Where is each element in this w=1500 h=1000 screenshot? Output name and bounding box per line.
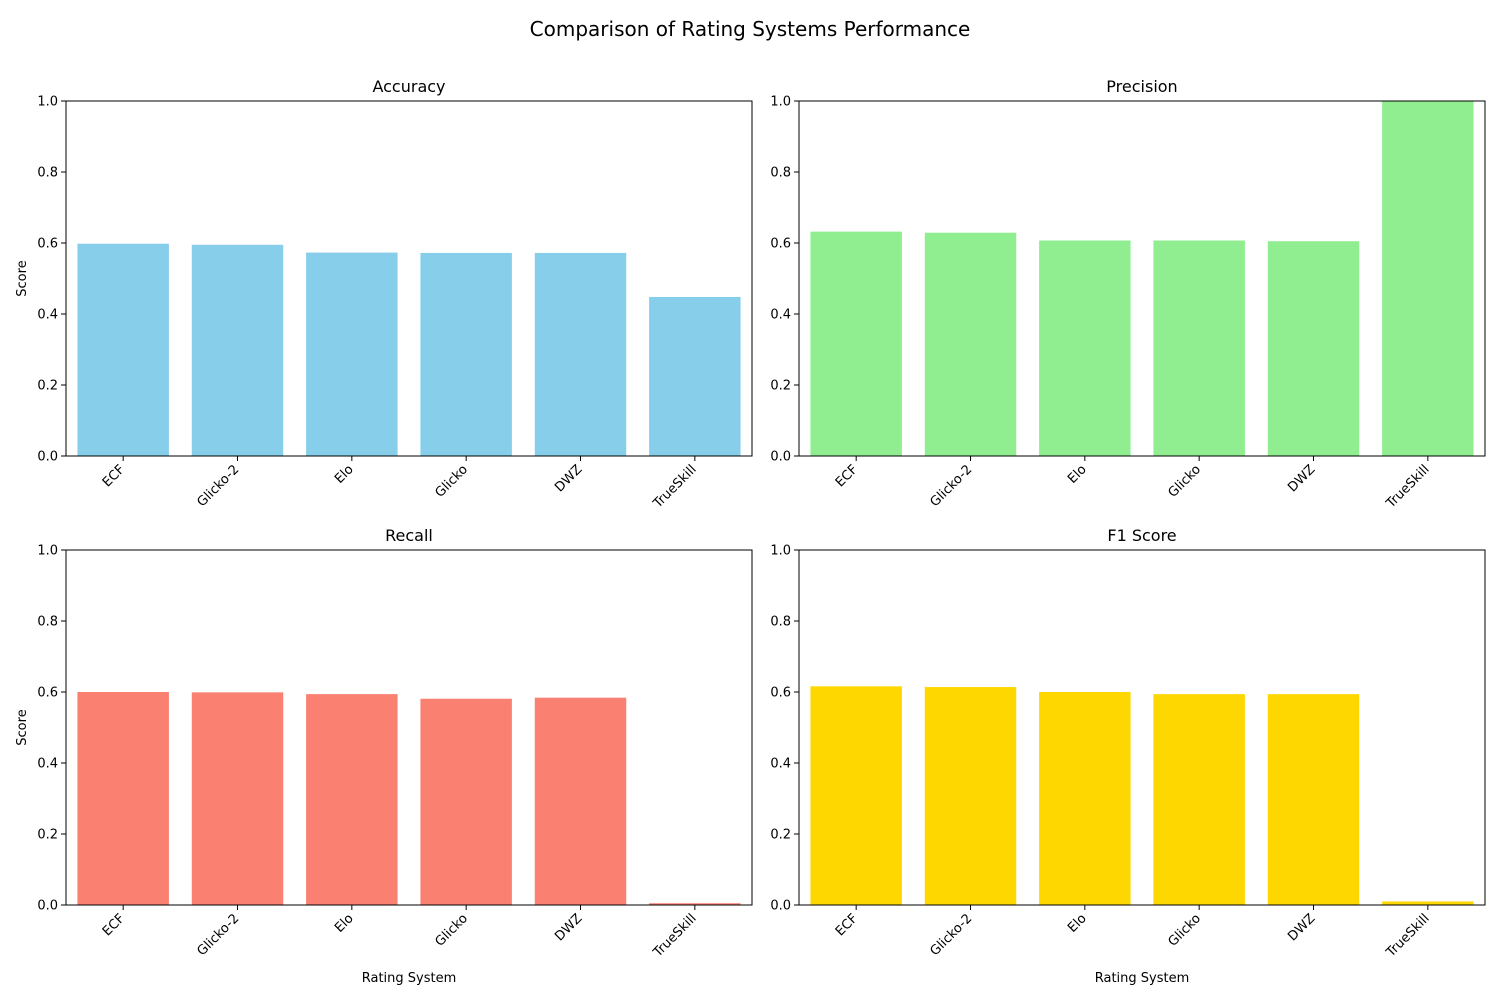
chart-panels: 0.0 0.2 0.4 0.6 0.8 1.0 ECF Glicko-2 Elo Glicko DW… bbox=[15, 77, 1486, 986]
f1-score-ytick-label: 1.0 bbox=[770, 544, 791, 559]
precision-bar-ecf bbox=[810, 231, 902, 456]
recall-title: Recall bbox=[385, 526, 433, 545]
precision-bar-trueskill bbox=[1382, 101, 1474, 456]
accuracy-ylabel: Score bbox=[15, 260, 30, 296]
precision-panel: 0.0 0.2 0.4 0.6 0.8 1.0 ECF Glicko-2 Elo Glicko DW… bbox=[770, 77, 1486, 512]
accuracy-ytick-label: 0.4 bbox=[37, 308, 58, 323]
precision-ytick-label: 1.0 bbox=[770, 95, 791, 110]
precision-title: Precision bbox=[1106, 77, 1177, 96]
accuracy-xtick-label-glicko: Glicko bbox=[432, 462, 471, 501]
recall-xtick-label-glicko-2: Glicko-2 bbox=[194, 911, 242, 959]
precision-xtick-label-ecf: ECF bbox=[833, 462, 861, 490]
recall-xtick-label-elo: Elo bbox=[332, 911, 357, 936]
precision-xtick-label-trueskill: TrueSkill bbox=[1383, 462, 1433, 512]
accuracy-bar-elo bbox=[306, 252, 398, 456]
recall-xtick-label-ecf: ECF bbox=[100, 911, 128, 939]
figure-title: Comparison of Rating Systems Performance bbox=[530, 17, 971, 41]
accuracy-panel: 0.0 0.2 0.4 0.6 0.8 1.0 ECF Glicko-2 Elo Glicko DW… bbox=[15, 77, 753, 512]
precision-bar-dwz bbox=[1267, 241, 1360, 456]
accuracy-axes-frame bbox=[65, 100, 753, 457]
f1-score-xtick-label-dwz: DWZ bbox=[1285, 911, 1318, 944]
recall-bar-trueskill bbox=[649, 903, 741, 905]
accuracy-bar-glicko-2 bbox=[191, 244, 284, 456]
precision-ytick-label: 0.4 bbox=[770, 308, 791, 323]
accuracy-ytick-label: 1.0 bbox=[37, 95, 58, 110]
f1-score-bar-trueskill bbox=[1382, 901, 1474, 905]
f1-score-xtick-label-ecf: ECF bbox=[833, 911, 861, 939]
accuracy-ytick-label: 0.6 bbox=[37, 237, 58, 252]
f1-score-bar-glicko-2 bbox=[924, 687, 1017, 905]
recall-bar-dwz bbox=[534, 697, 627, 905]
accuracy-xtick-label-trueskill: TrueSkill bbox=[650, 462, 700, 512]
recall-ytick-label: 0.8 bbox=[37, 615, 58, 630]
f1-score-xtick-label-glicko-2: Glicko-2 bbox=[927, 911, 975, 959]
f1-score-ytick-label: 0.4 bbox=[770, 757, 791, 772]
recall-ytick-label: 0.2 bbox=[37, 828, 58, 843]
precision-xtick-label-elo: Elo bbox=[1065, 462, 1090, 487]
accuracy-ytick-label: 0.2 bbox=[37, 379, 58, 394]
precision-xtick-label-glicko-2: Glicko-2 bbox=[927, 462, 975, 510]
recall-ytick-label: 0.6 bbox=[37, 686, 58, 701]
f1-score-xtick-label-glicko: Glicko bbox=[1165, 911, 1204, 950]
precision-bar-elo bbox=[1039, 240, 1131, 456]
f1-score-xtick-label-trueskill: TrueSkill bbox=[1383, 911, 1433, 961]
accuracy-title: Accuracy bbox=[372, 77, 445, 96]
recall-ylabel: Score bbox=[15, 709, 30, 745]
f1-score-panel: 0.0 0.2 0.4 0.6 0.8 1.0 ECF Glicko-2 Elo Glicko DW… bbox=[770, 526, 1486, 986]
f1-score-bar-ecf bbox=[810, 686, 902, 905]
accuracy-ytick-label: 0.0 bbox=[37, 450, 58, 465]
recall-xtick-label-glicko: Glicko bbox=[432, 911, 471, 950]
precision-axes-frame bbox=[798, 100, 1486, 457]
recall-bar-glicko bbox=[420, 698, 512, 905]
recall-xtick-label-dwz: DWZ bbox=[552, 911, 585, 944]
f1-score-bar-glicko bbox=[1153, 694, 1245, 905]
accuracy-xtick-label-elo: Elo bbox=[332, 462, 357, 487]
recall-bar-glicko-2 bbox=[191, 692, 284, 905]
f1-score-xtick-label-elo: Elo bbox=[1065, 911, 1090, 936]
f1-score-ytick-label: 0.8 bbox=[770, 615, 791, 630]
f1-score-ytick-label: 0.2 bbox=[770, 828, 791, 843]
f1-score-bar-elo bbox=[1039, 692, 1131, 905]
recall-bar-elo bbox=[306, 694, 398, 905]
f1-score-ytick-label: 0.6 bbox=[770, 686, 791, 701]
recall-bar-ecf bbox=[77, 692, 169, 905]
f1-score-xlabel: Rating System bbox=[1095, 971, 1190, 986]
recall-xtick-label-trueskill: TrueSkill bbox=[650, 911, 700, 961]
precision-bar-glicko-2 bbox=[924, 232, 1017, 456]
accuracy-xtick-label-ecf: ECF bbox=[100, 462, 128, 490]
precision-ytick-label: 0.0 bbox=[770, 450, 791, 465]
recall-ytick-label: 0.0 bbox=[37, 899, 58, 914]
recall-ytick-label: 0.4 bbox=[37, 757, 58, 772]
f1-score-title: F1 Score bbox=[1107, 526, 1176, 545]
precision-ytick-label: 0.8 bbox=[770, 166, 791, 181]
accuracy-bar-dwz bbox=[534, 252, 627, 456]
precision-ytick-label: 0.2 bbox=[770, 379, 791, 394]
accuracy-xtick-label-glicko-2: Glicko-2 bbox=[194, 462, 242, 510]
precision-bar-glicko bbox=[1153, 240, 1245, 456]
precision-xtick-label-glicko: Glicko bbox=[1165, 462, 1204, 501]
recall-axes-frame bbox=[65, 549, 753, 906]
recall-xlabel: Rating System bbox=[362, 971, 457, 986]
accuracy-bar-trueskill bbox=[649, 296, 741, 456]
recall-panel: 0.0 0.2 0.4 0.6 0.8 1.0 ECF Glicko-2 Elo Glicko DW… bbox=[15, 526, 753, 986]
accuracy-xtick-label-dwz: DWZ bbox=[552, 462, 585, 495]
precision-xtick-label-dwz: DWZ bbox=[1285, 462, 1318, 495]
f1-score-axes-frame bbox=[798, 549, 1486, 906]
accuracy-bar-glicko bbox=[420, 252, 512, 456]
f1-score-bar-dwz bbox=[1267, 694, 1360, 905]
f1-score-ytick-label: 0.0 bbox=[770, 899, 791, 914]
precision-ytick-label: 0.6 bbox=[770, 237, 791, 252]
accuracy-ytick-label: 0.8 bbox=[37, 166, 58, 181]
accuracy-bar-ecf bbox=[77, 243, 169, 456]
recall-ytick-label: 1.0 bbox=[37, 544, 58, 559]
